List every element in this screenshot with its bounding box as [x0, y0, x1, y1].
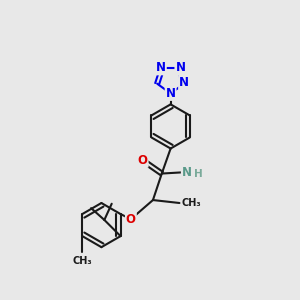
Text: N: N	[156, 61, 166, 74]
Text: N: N	[182, 166, 192, 178]
Text: O: O	[138, 154, 148, 167]
Text: O: O	[126, 213, 136, 226]
Text: N: N	[179, 76, 189, 89]
Text: N: N	[176, 61, 185, 74]
Text: CH₃: CH₃	[182, 198, 201, 208]
Text: N: N	[166, 87, 176, 100]
Text: CH₃: CH₃	[73, 256, 92, 266]
Text: H: H	[194, 169, 202, 178]
